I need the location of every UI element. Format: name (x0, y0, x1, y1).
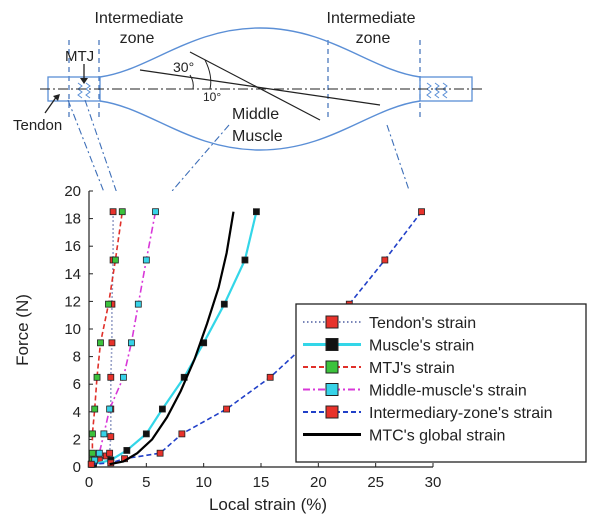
series-line (90, 211, 157, 465)
intermediate-zone-left-label-1: Intermediate (95, 10, 184, 27)
mtj-arrowhead (80, 78, 88, 84)
data-point (253, 208, 260, 216)
y-tick-label: 6 (73, 376, 81, 393)
data-point (134, 300, 142, 308)
y-tick-label: 18 (64, 211, 81, 228)
series-layer (87, 208, 425, 468)
fiber-30deg (189, 51, 321, 121)
legend-label: Muscle's strain (369, 338, 474, 355)
data-point (109, 208, 117, 216)
legend-label: Tendon's strain (369, 315, 476, 332)
x-axis-label: Local strain (%) (209, 495, 327, 514)
x-tick-label: 15 (253, 474, 270, 491)
data-point (105, 300, 112, 308)
intermediate-zone-left-label-2: zone (120, 30, 155, 47)
y-tick-label: 20 (64, 183, 81, 200)
pointer-middle-muscle (159, 124, 230, 206)
y-tick-label: 0 (73, 459, 81, 476)
series-line (93, 211, 258, 466)
data-point (142, 430, 150, 438)
y-tick-label: 14 (64, 266, 81, 283)
data-point (220, 300, 228, 308)
legend-label: Middle-muscle's strain (369, 383, 527, 400)
pointer-tendon (67, 99, 110, 206)
left-mtj-spring (77, 82, 91, 99)
data-point (95, 449, 103, 457)
x-tick-label: 0 (85, 474, 93, 491)
data-point (123, 447, 131, 454)
legend: Tendon's strain Muscle's strain MTJ's stra… (295, 303, 587, 463)
axes: 0 5 10 15 20 25 30 0 2 4 6 8 10 12 14 16 18 20 (64, 183, 441, 491)
data-point (89, 449, 96, 457)
series-5 (109, 211, 235, 466)
y-tick-label: 8 (73, 349, 81, 366)
tendon-label: Tendon (13, 117, 62, 134)
legend-marker (325, 338, 339, 351)
x-tick-label: 10 (195, 474, 212, 491)
data-point (91, 405, 99, 413)
muscle-label: Muscle (232, 128, 283, 145)
y-tick-label: 2 (73, 431, 81, 448)
y-tick-label: 16 (64, 238, 81, 255)
x-tick-label: 20 (310, 474, 327, 491)
data-point (97, 339, 104, 347)
mtj-label: MTJ (65, 48, 94, 65)
data-point (100, 430, 108, 438)
legend-marker (325, 315, 339, 329)
data-point (106, 449, 114, 457)
muscle-belly-outline (99, 27, 421, 151)
data-point (93, 373, 101, 381)
muscle-schematic: Intermediate zone Intermediate zone MTJ … (13, 10, 482, 208)
data-point (128, 339, 135, 347)
y-tick-label: 10 (64, 321, 81, 338)
x-tick-label: 25 (367, 474, 384, 491)
intermediate-zone-right-label-1: Intermediate (327, 10, 416, 27)
legend-label: MTC's global strain (369, 428, 505, 445)
data-point (142, 256, 150, 264)
data-point (381, 256, 389, 264)
data-point (241, 256, 249, 264)
angle-10-label: 10° (203, 90, 221, 104)
series-line (91, 211, 423, 465)
data-point (120, 373, 127, 381)
data-point (418, 208, 425, 216)
data-point (266, 373, 274, 381)
legend-marker (325, 360, 339, 374)
data-point (158, 405, 166, 413)
legend-label: MTJ's strain (369, 360, 455, 377)
angle-arc-30 (204, 59, 212, 90)
legend-marker (325, 405, 339, 419)
data-point (118, 208, 126, 216)
x-tick-label: 5 (142, 474, 150, 491)
data-point (91, 456, 99, 464)
data-point (107, 433, 115, 441)
y-tick-label: 4 (73, 404, 81, 421)
data-point (87, 460, 95, 468)
fiber-10deg (139, 69, 381, 106)
intermediate-zone-right-label-2: zone (356, 30, 391, 47)
legend-label: Intermediary-zone's strain (369, 405, 553, 422)
y-tick-label: 12 (64, 293, 81, 310)
data-point (152, 208, 159, 216)
data-point (106, 405, 114, 413)
series-line (109, 211, 235, 466)
x-tick-label: 30 (425, 474, 442, 491)
tendon-arrowhead (53, 94, 60, 101)
data-point (156, 449, 164, 457)
data-point (107, 373, 115, 381)
right-mtj-spring (426, 82, 448, 99)
data-point (178, 430, 186, 438)
y-axis-label: Force (N) (13, 294, 32, 366)
angle-arc-10 (189, 74, 194, 90)
legend-marker (325, 383, 339, 396)
pointer-mtj (84, 99, 122, 206)
data-point (223, 405, 231, 413)
angle-30-label: 30° (173, 59, 194, 75)
data-point (108, 339, 116, 347)
data-point (111, 256, 119, 264)
data-point (89, 430, 96, 438)
middle-label: Middle (232, 106, 279, 123)
tendon-arrow (44, 95, 58, 114)
